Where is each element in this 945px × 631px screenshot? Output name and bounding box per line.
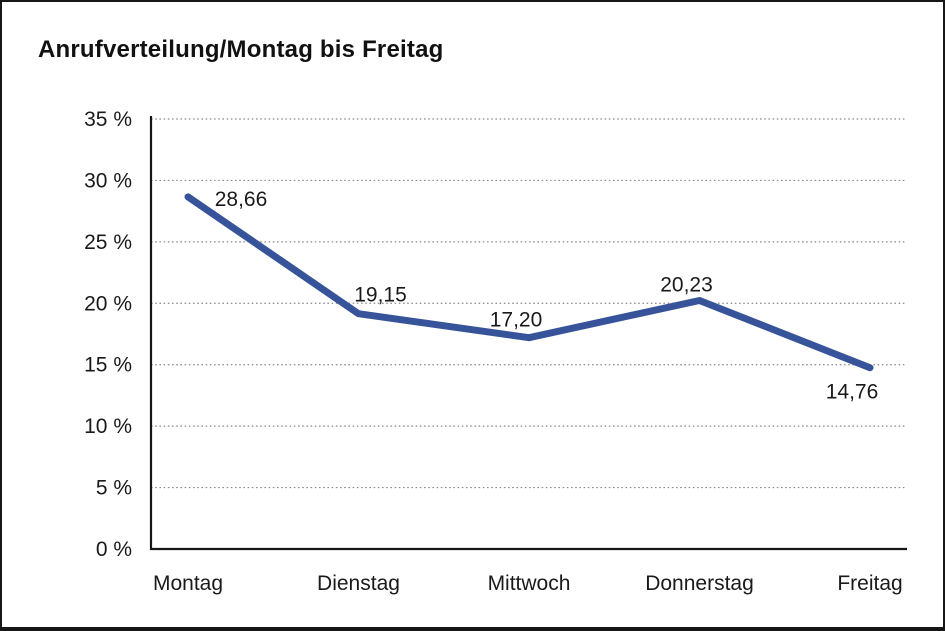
x-category-label: Mittwoch	[488, 572, 571, 595]
y-tick-label: 35 %	[84, 108, 132, 131]
data-point-label: 14,76	[826, 381, 879, 404]
y-tick-label: 5 %	[96, 477, 132, 500]
x-category-label: Montag	[153, 572, 223, 595]
data-point-label: 28,66	[215, 188, 268, 211]
chart-title: Anrufverteilung/Montag bis Freitag	[38, 36, 444, 63]
y-tick-label: 25 %	[84, 231, 132, 254]
data-point-label: 20,23	[660, 273, 713, 296]
y-tick-label: 15 %	[84, 354, 132, 377]
y-tick-label: 0 %	[96, 538, 132, 561]
y-tick-label: 10 %	[84, 415, 132, 438]
y-tick-label: 20 %	[84, 292, 132, 315]
x-category-label: Donnerstag	[645, 572, 754, 595]
data-line-series	[184, 193, 874, 372]
x-category-label: Freitag	[837, 572, 902, 595]
y-tick-label: 30 %	[84, 169, 132, 192]
x-category-label: Dienstag	[317, 572, 400, 595]
data-point-label: 19,15	[354, 284, 407, 307]
data-point-label: 17,20	[490, 309, 543, 332]
